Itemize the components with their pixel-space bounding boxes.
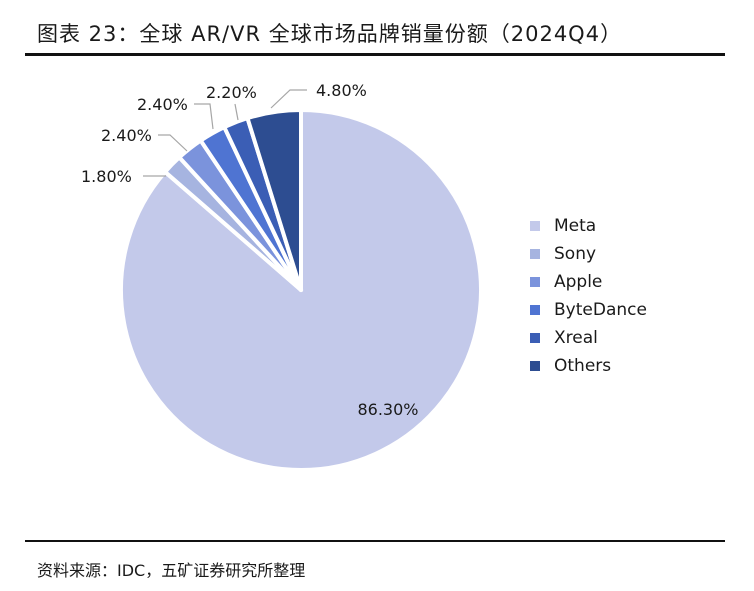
legend-swatch xyxy=(530,333,540,343)
legend-label: Apple xyxy=(554,272,603,292)
legend-item-sony: Sony xyxy=(530,240,647,268)
legend-swatch xyxy=(530,361,540,371)
legend-item-apple: Apple xyxy=(530,268,647,296)
legend-label: Xreal xyxy=(554,328,598,348)
pie-chart: 86.30% 1.80% 2.40% 2.40% 2.20% 4.80% xyxy=(81,81,483,472)
legend-swatch xyxy=(530,221,540,231)
legend-label: Sony xyxy=(554,244,597,264)
legend-label: Others xyxy=(554,356,612,376)
legend-label: ByteDance xyxy=(554,300,647,320)
legend-label: Meta xyxy=(554,216,597,236)
data-label-xreal: 2.20% xyxy=(206,83,257,102)
chart-title: 图表 23：全球 AR/VR 全球市场品牌销量份额（2024Q4） xyxy=(37,22,623,46)
title-divider xyxy=(25,53,725,56)
legend-item-bytedance: ByteDance xyxy=(530,296,647,324)
source-divider xyxy=(25,540,725,542)
leader-line-apple xyxy=(158,134,188,152)
legend-swatch xyxy=(530,249,540,259)
data-label-apple: 2.40% xyxy=(101,126,152,145)
pie-slice-others xyxy=(245,108,303,292)
legend-swatch xyxy=(530,277,540,287)
legend-item-others: Others xyxy=(530,352,647,380)
legend-item-meta: Meta xyxy=(530,212,647,240)
data-label-sony: 1.80% xyxy=(81,167,132,186)
data-label-bytedance: 2.40% xyxy=(137,95,188,114)
legend-item-xreal: Xreal xyxy=(530,324,647,352)
data-label-others: 4.80% xyxy=(316,81,367,100)
leader-line-xreal xyxy=(234,103,239,121)
legend-swatch xyxy=(530,305,540,315)
leader-line-others xyxy=(270,89,307,109)
source-note: 资料来源：IDC，五矿证券研究所整理 xyxy=(37,561,306,580)
legend: Meta Sony Apple ByteDance Xreal Others xyxy=(530,212,647,380)
leader-line-bytedance xyxy=(194,103,214,130)
data-label-meta: 86.30% xyxy=(357,400,418,419)
